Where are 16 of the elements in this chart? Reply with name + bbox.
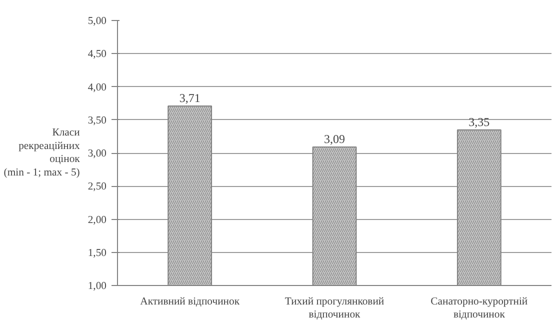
x-tick-label: Активний відпочинок [140,296,240,308]
y-tick-label: 4,00 [88,82,107,94]
y-tick-label: 1,50 [88,248,107,259]
data-label: 3,71 [179,90,200,105]
y-tick-label: 2,00 [88,214,107,226]
y-tick-label: 4,50 [88,49,107,60]
x-tick-label: Санаторно-курортній відпочинок [430,296,528,321]
y-tick-label: 3,00 [88,148,107,160]
y-tick-label: 3,50 [88,115,107,126]
data-label: 3,35 [468,114,490,129]
data-label: 3,09 [324,132,345,146]
x-tick-label: Тихий прогулянковий відпочинок [284,296,384,321]
y-tick-label: 5,00 [88,16,107,27]
y-tick-label: 1,00 [88,281,107,292]
y-axis-title: Класи рекреаційних оцінок (min - 1; max - 5) [4,128,81,178]
y-tick-label: 2,50 [88,182,107,193]
